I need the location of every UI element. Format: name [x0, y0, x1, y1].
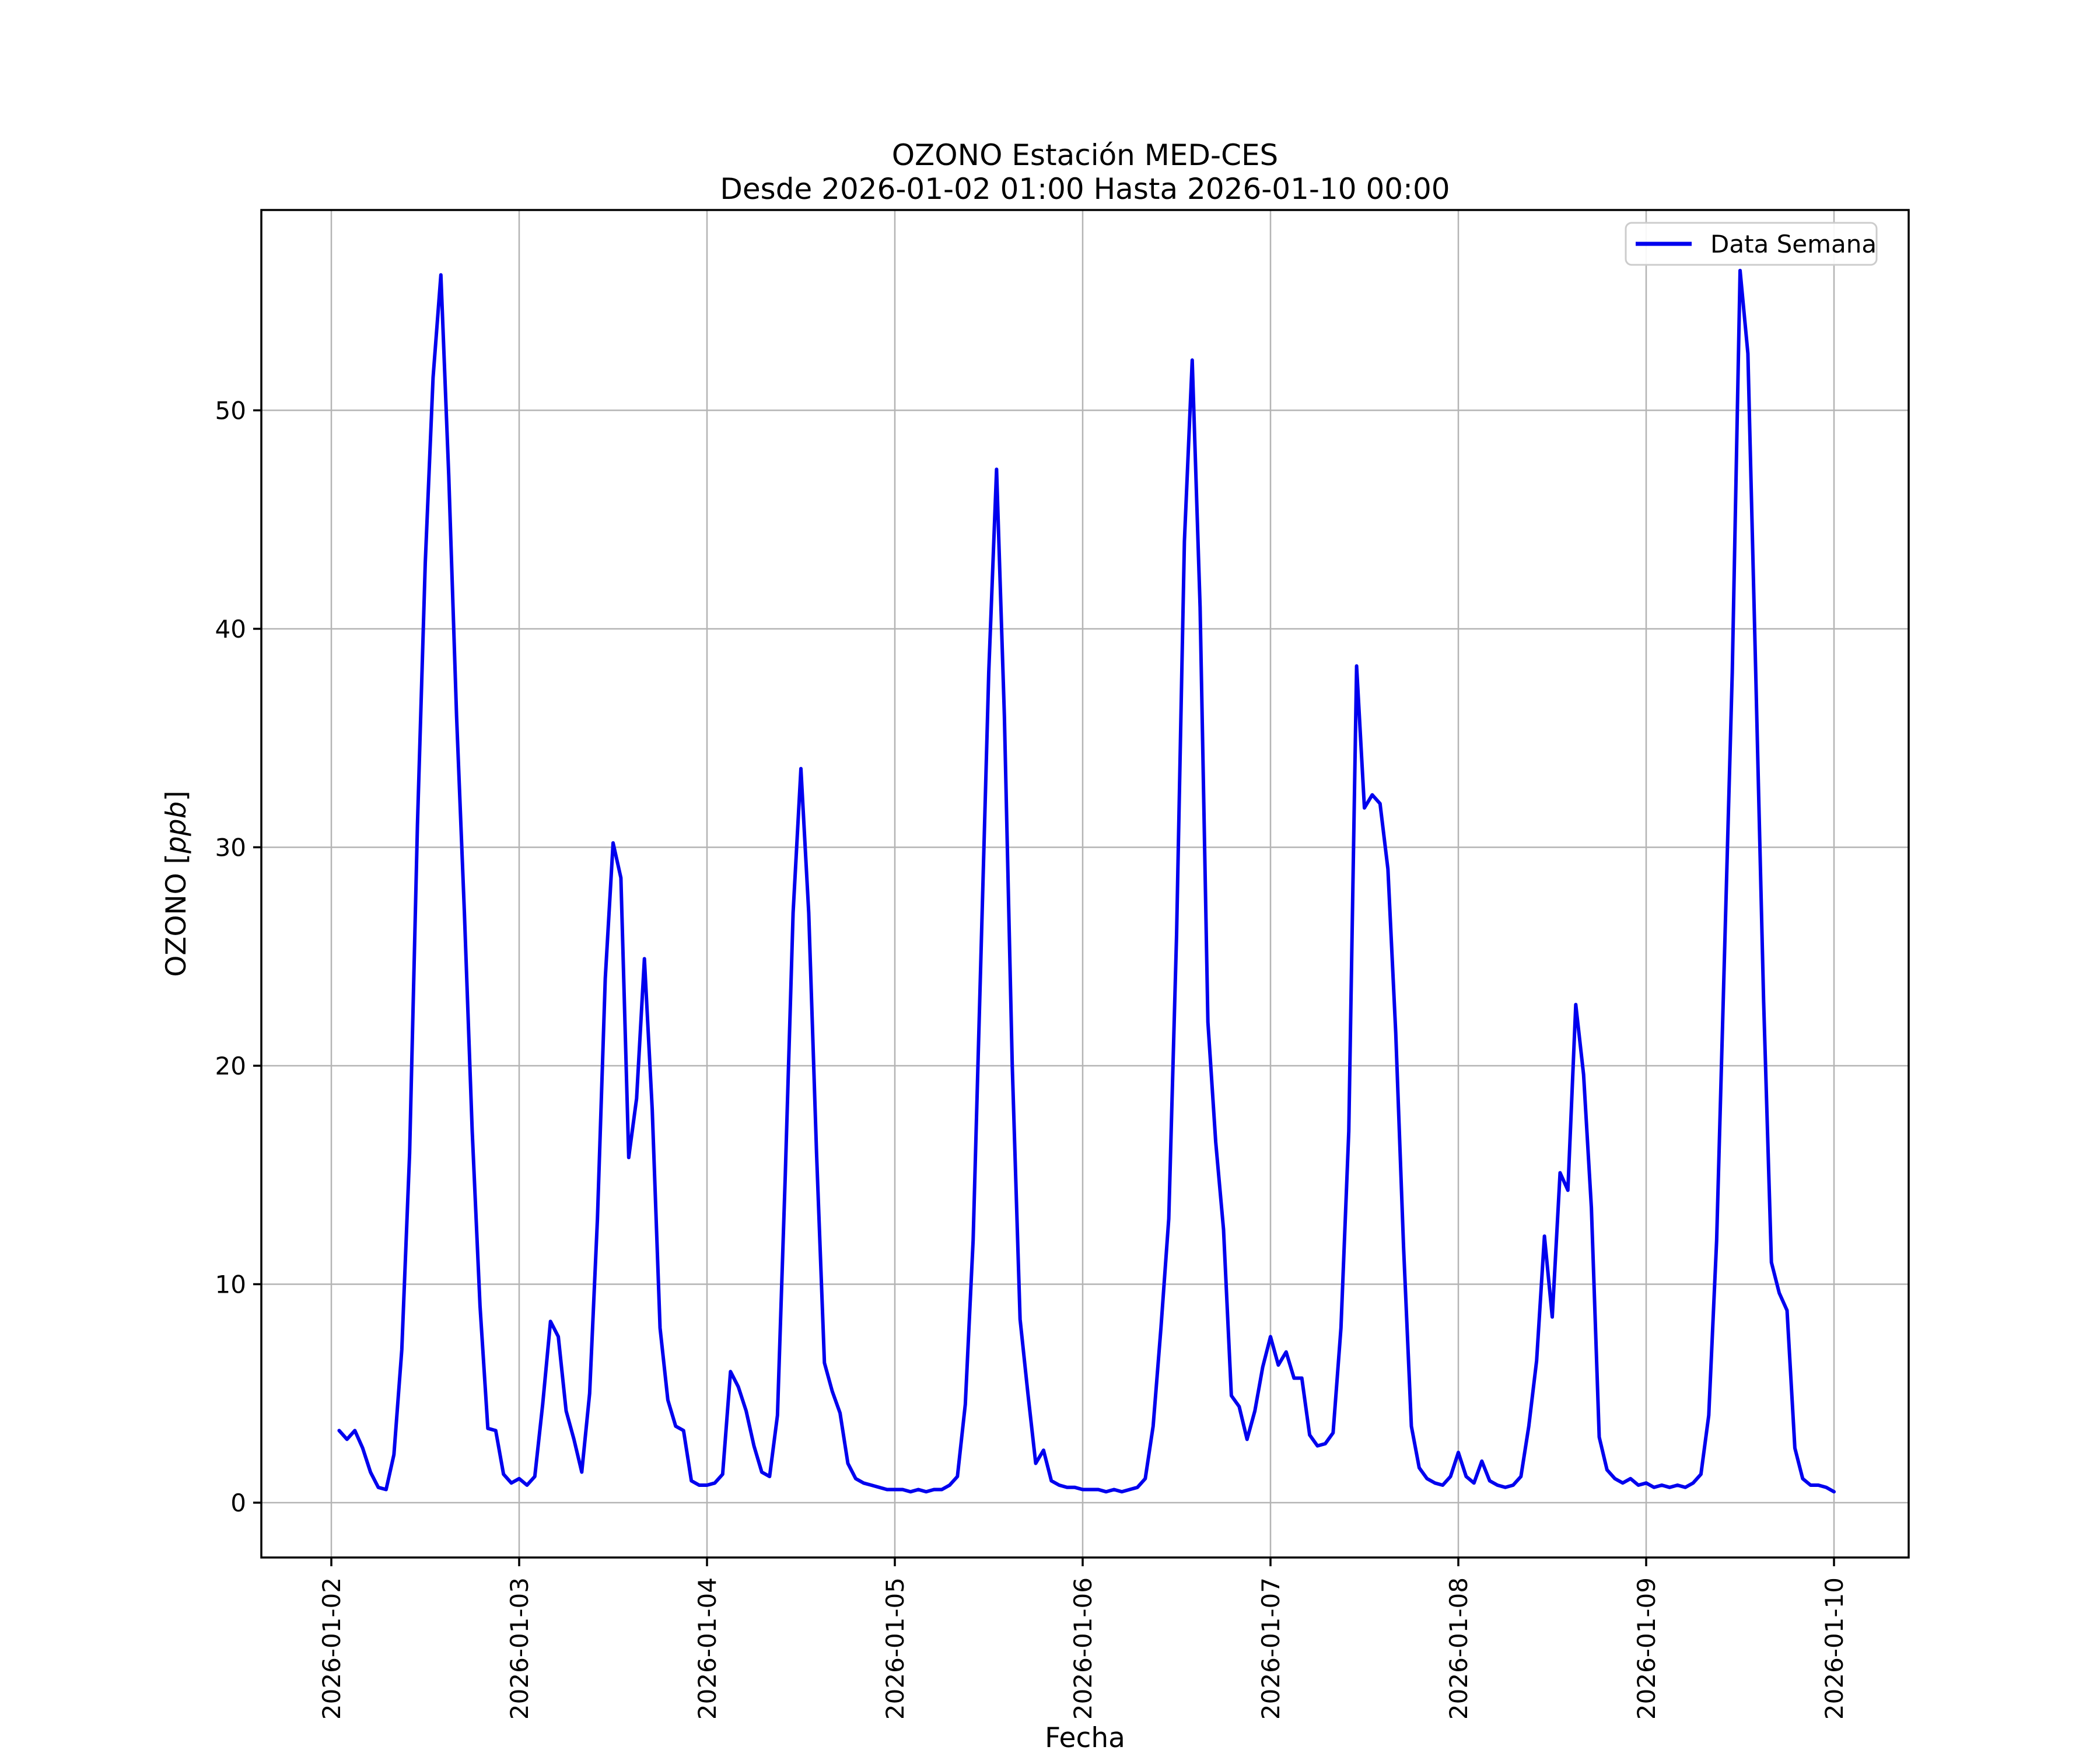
y-tick-label-3: 30 — [215, 833, 246, 862]
y-tick-label-0: 0 — [230, 1489, 246, 1517]
plot-area — [261, 210, 1909, 1558]
y-axis-label: OZONO [ppb] — [160, 790, 192, 977]
legend-box — [1625, 222, 1878, 266]
x-tick-label-5: 2026-01-07 — [1256, 1577, 1285, 1720]
x-tick-label-8: 2026-01-10 — [1820, 1577, 1849, 1720]
legend: Data Semana — [1625, 222, 1878, 266]
y-tick-label-1: 10 — [215, 1270, 246, 1298]
x-axis-label: Fecha — [1045, 1722, 1125, 1750]
x-tick-label-7: 2026-01-09 — [1632, 1577, 1661, 1720]
figure-subtitle: Desde 2026-01-02 01:00 Hasta 2026-01-10 … — [720, 172, 1450, 206]
x-tick-label-1: 2026-01-03 — [505, 1577, 534, 1720]
x-tick-label-3: 2026-01-05 — [881, 1577, 909, 1720]
figure-title: OZONO Estación MED-CES — [892, 138, 1279, 172]
y-tick-label-2: 20 — [215, 1052, 246, 1080]
data-series-line — [337, 268, 1836, 1494]
x-tick-label-2: 2026-01-04 — [693, 1577, 722, 1720]
legend-label: Data Semana — [1710, 230, 1877, 258]
x-tick-label-6: 2026-01-08 — [1444, 1577, 1473, 1720]
x-tick-label-4: 2026-01-06 — [1069, 1577, 1097, 1720]
x-tick-label-0: 2026-01-02 — [317, 1577, 346, 1720]
y-tick-label-4: 40 — [215, 615, 246, 643]
y-tick-label-5: 50 — [215, 396, 246, 425]
axes-frame — [260, 209, 1910, 1559]
